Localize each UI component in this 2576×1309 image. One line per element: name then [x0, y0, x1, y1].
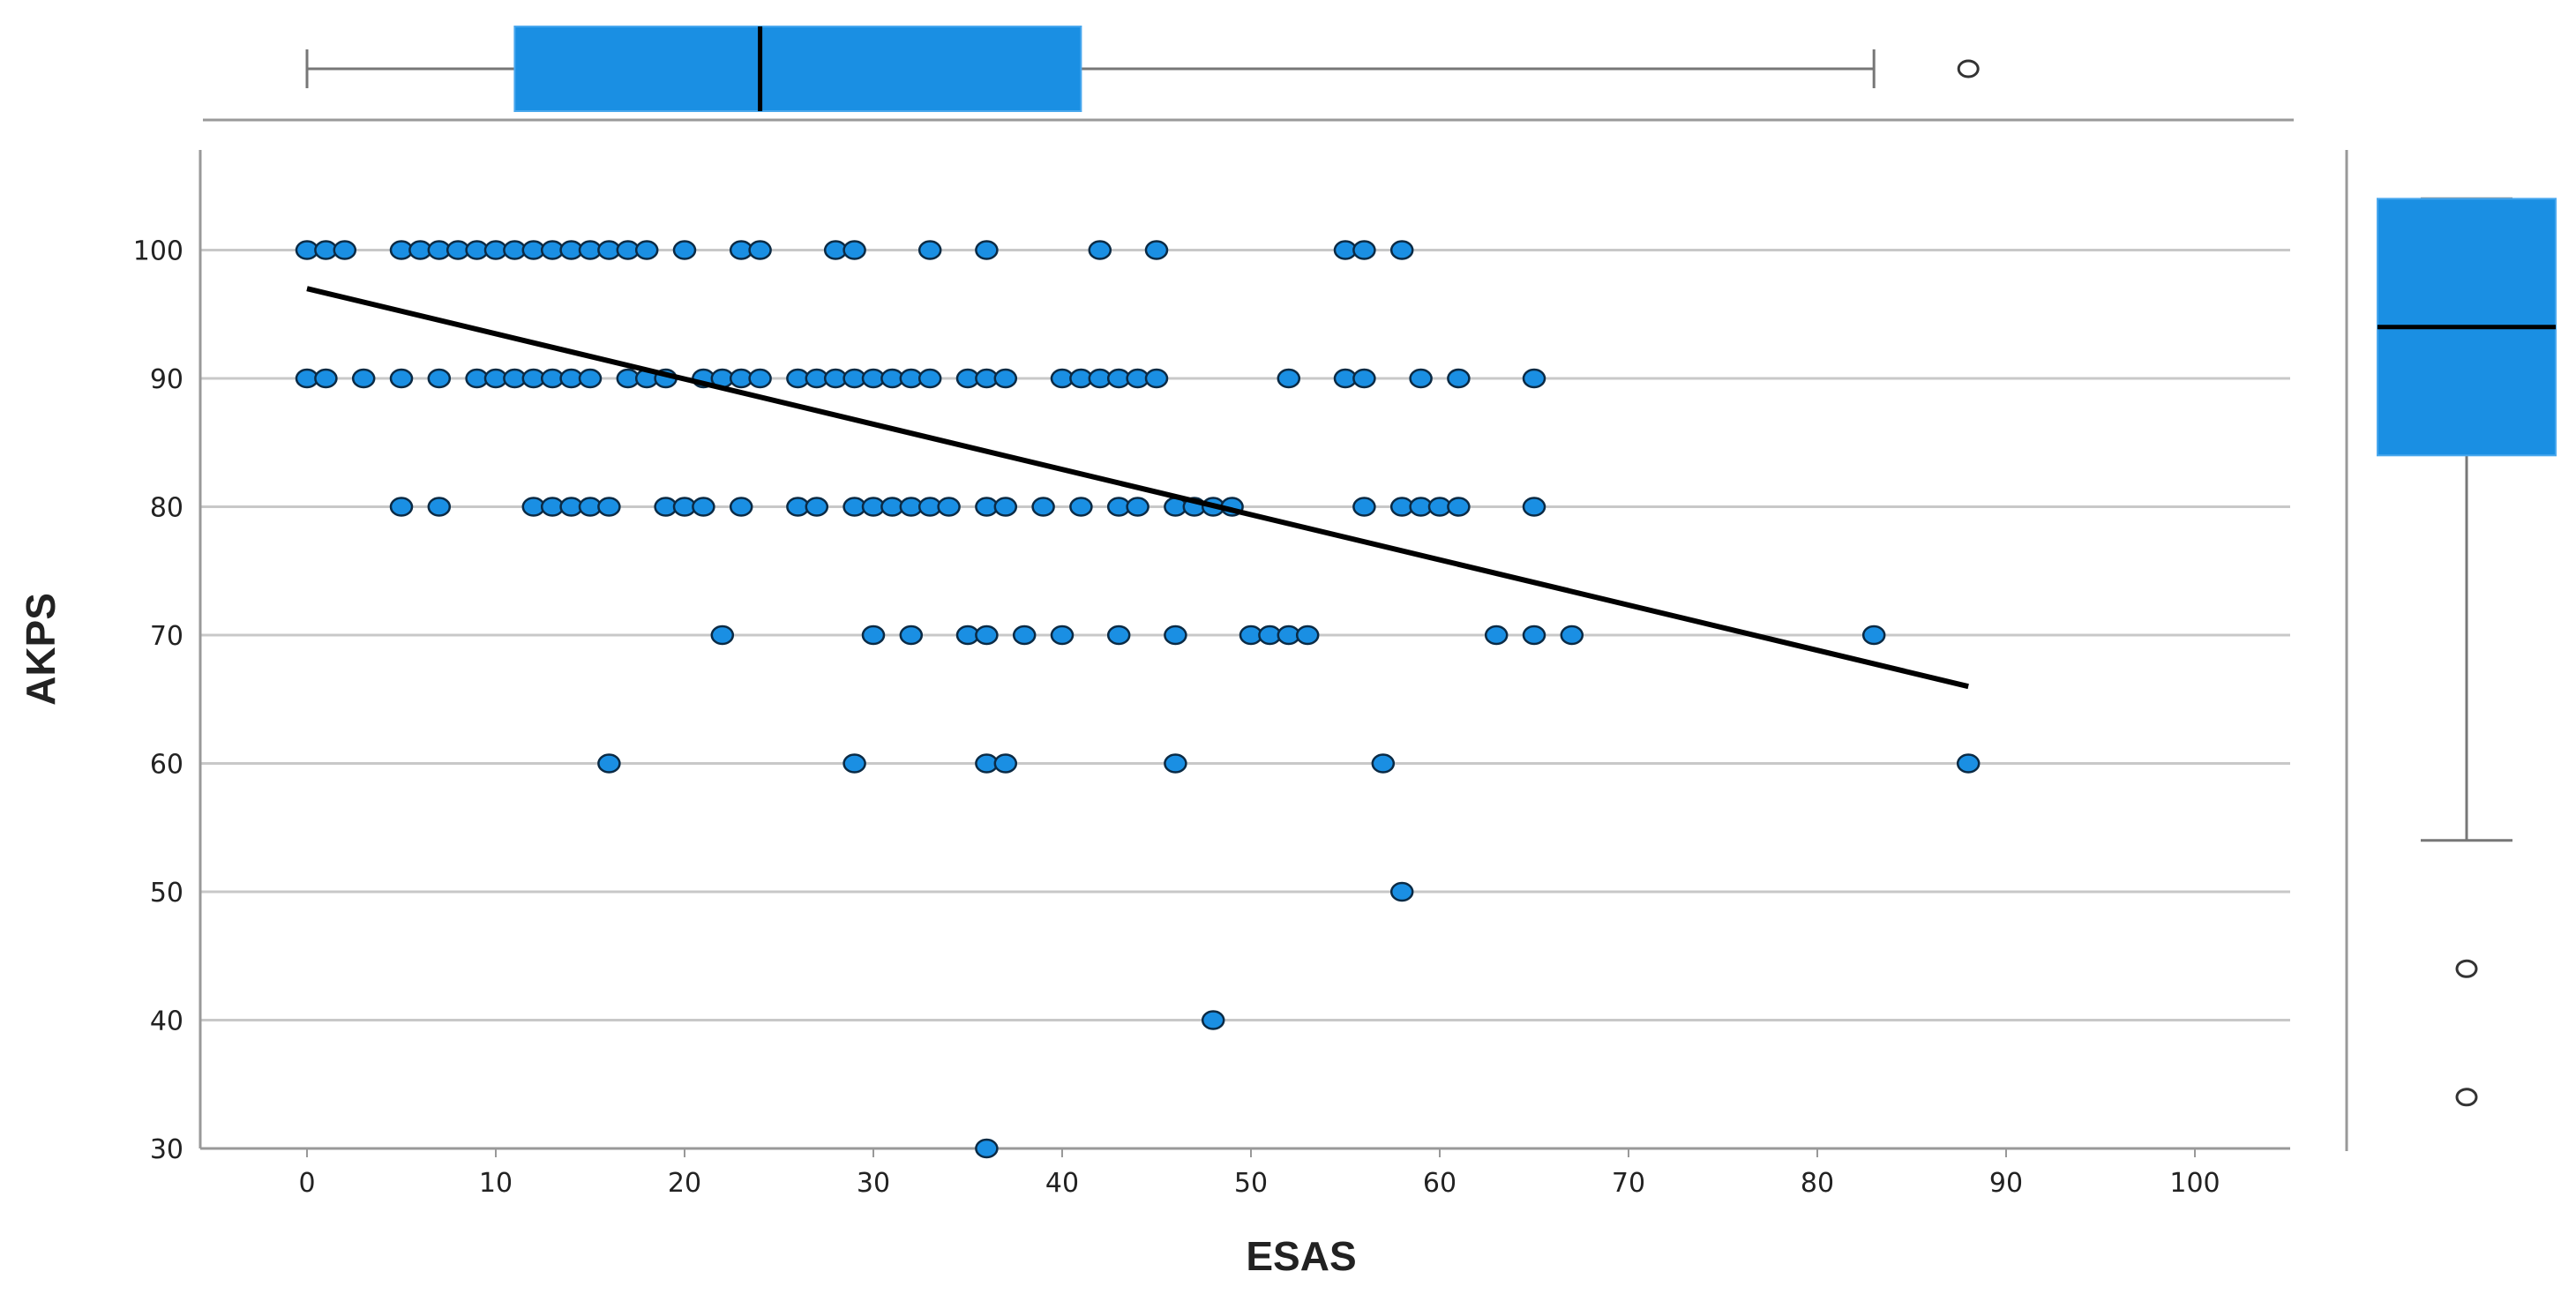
data-point: [1295, 625, 1320, 646]
data-point: [1277, 368, 1301, 389]
y-boxplot-outlier: [2455, 959, 2478, 978]
data-point: [634, 240, 659, 260]
data-point: [1069, 497, 1093, 517]
x-tick-label: 80: [1801, 1168, 1834, 1199]
data-point: [1050, 625, 1075, 646]
x-tick-label: 50: [1234, 1168, 1268, 1199]
fit-line-group: [306, 286, 1969, 690]
data-points: [295, 240, 1981, 1159]
x-boxplot: [203, 26, 2294, 122]
y-boxplot: [2345, 150, 2557, 1151]
data-point: [937, 497, 961, 517]
x-axis-title: ESAS: [1246, 1233, 1356, 1279]
data-point: [975, 625, 999, 646]
data-point: [1201, 1010, 1225, 1030]
data-point: [1389, 881, 1414, 902]
y-tick-label: 70: [150, 621, 183, 652]
x-boxplot-outlier: [1957, 59, 1980, 79]
data-point: [842, 753, 866, 774]
data-point: [748, 240, 772, 260]
data-point: [993, 497, 1018, 517]
data-point: [1389, 240, 1414, 260]
data-point: [1484, 625, 1509, 646]
data-point: [351, 368, 376, 389]
y-tick-label: 90: [150, 364, 183, 395]
data-point: [427, 497, 452, 517]
data-point: [1409, 368, 1433, 389]
data-point: [692, 497, 715, 517]
data-point: [1371, 753, 1396, 774]
y-tick-label: 60: [150, 750, 183, 781]
data-point: [1126, 497, 1149, 517]
x-tick-label: 10: [479, 1168, 513, 1199]
data-point: [1522, 625, 1546, 646]
data-point: [427, 368, 452, 389]
y-tick-label: 80: [150, 493, 183, 524]
data-point: [672, 240, 697, 260]
data-point: [1012, 625, 1037, 646]
data-point: [1164, 753, 1187, 774]
data-point: [597, 753, 621, 774]
x-tick-labels: 0 10 20 30 40 50 60 70 80 90 100: [298, 1168, 2220, 1199]
data-point: [1164, 625, 1187, 646]
data-point: [1861, 625, 1886, 646]
y-boxplot-outlier: [2455, 1088, 2478, 1107]
data-point: [1088, 240, 1112, 260]
data-point: [389, 497, 414, 517]
data-point: [861, 625, 886, 646]
data-point: [1522, 368, 1546, 389]
data-point: [1352, 240, 1376, 260]
data-point: [314, 368, 338, 389]
data-point: [917, 240, 942, 260]
x-boxplot-box: [513, 26, 1082, 112]
data-point: [1560, 625, 1584, 646]
data-point: [1522, 497, 1546, 517]
x-tick-label: 90: [1989, 1168, 2023, 1199]
x-tick-label: 60: [1423, 1168, 1456, 1199]
data-point: [1352, 497, 1376, 517]
data-point: [597, 497, 621, 517]
axes: [198, 150, 2290, 1157]
x-tick-label: 20: [668, 1168, 701, 1199]
data-point: [1447, 368, 1471, 389]
y-tick-label: 100: [133, 236, 183, 267]
data-point: [1956, 753, 1981, 774]
x-tick-label: 100: [2169, 1168, 2220, 1199]
data-point: [578, 368, 603, 389]
data-point: [975, 1138, 999, 1159]
data-point: [1144, 240, 1169, 260]
data-point: [748, 368, 772, 389]
x-tick-label: 70: [1612, 1168, 1645, 1199]
data-point: [1144, 368, 1169, 389]
x-tick-label: 30: [857, 1168, 890, 1199]
y-tick-label: 40: [150, 1006, 183, 1037]
data-point: [917, 368, 942, 389]
y-tick-label: 50: [150, 878, 183, 909]
data-point: [333, 240, 357, 260]
data-point: [729, 497, 753, 517]
data-point: [805, 497, 829, 517]
fit-line: [306, 286, 1969, 690]
x-tick-label: 0: [298, 1168, 315, 1199]
x-tick-label: 40: [1045, 1168, 1079, 1199]
y-tick-labels: 30 40 50 60 70 80 90 100: [133, 236, 183, 1166]
data-point: [389, 368, 414, 389]
data-point: [1352, 368, 1376, 389]
data-point: [899, 625, 924, 646]
data-point: [1447, 497, 1471, 517]
data-point: [993, 753, 1018, 774]
data-point: [842, 240, 866, 260]
data-point: [710, 625, 735, 646]
y-tick-label: 30: [150, 1134, 183, 1165]
data-point: [993, 368, 1018, 389]
data-point: [1106, 625, 1131, 646]
y-axis-title: AKPS: [18, 593, 64, 706]
data-point: [975, 240, 999, 260]
data-point: [1031, 497, 1055, 517]
